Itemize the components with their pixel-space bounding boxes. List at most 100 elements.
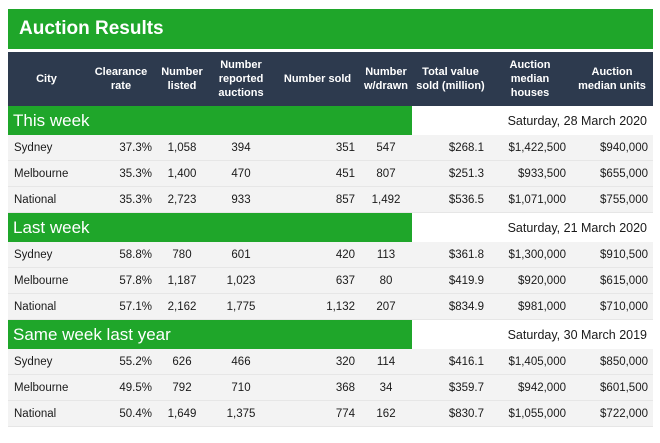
median-houses-cell: $1,071,000 [489,186,571,213]
total-value-cell: $361.8 [412,242,489,268]
reported-auctions-cell: 466 [207,349,275,375]
number-listed-cell: 1,187 [157,267,207,294]
column-header-city: City [8,52,85,106]
column-header-reported-auctions: Number reported auctions [207,52,275,106]
column-header-median-houses: Auction median houses [489,52,571,106]
column-header-median-units: Auction median units [571,52,653,106]
clearance-rate-cell: 50.4% [85,400,157,427]
city-cell: Sydney [8,135,85,161]
city-cell: National [8,186,85,213]
table-row: Melbourne 35.3% 1,400 470 451 807 $251.3 $933,5… [8,160,653,187]
clearance-rate-cell: 37.3% [85,135,157,161]
table-row: National 50.4% 1,649 1,375 774 162 $830.7 $1,05… [8,400,653,427]
median-houses-cell: $1,055,000 [489,400,571,427]
section-header-row: This week Saturday, 28 March 2020 [8,106,653,135]
city-cell: Sydney [8,349,85,375]
total-value-cell: $419.9 [412,267,489,294]
header-row: City Clearance rate Number listed Number… [8,52,653,106]
total-value-cell: $359.7 [412,374,489,401]
table-row: Sydney 37.3% 1,058 394 351 547 $268.1 $1,422,50… [8,135,653,161]
median-units-cell: $755,000 [571,186,653,213]
median-units-cell: $655,000 [571,160,653,187]
city-cell: National [8,400,85,427]
city-cell: National [8,293,85,320]
section-header-row: Same week last year Saturday, 30 March 20… [8,319,653,349]
table-row: Melbourne 57.8% 1,187 1,023 637 80 $419.9 $920,… [8,267,653,294]
table-row: National 35.3% 2,723 933 857 1,492 $536.5 $1,07… [8,186,653,213]
clearance-rate-cell: 57.1% [85,293,157,320]
results-body: This week Saturday, 28 March 2020 Sydney 37… [8,106,653,427]
reported-auctions-cell: 470 [207,160,275,187]
median-units-cell: $615,000 [571,267,653,294]
section-date: Saturday, 21 March 2020 [412,212,653,242]
column-header-clearance-rate: Clearance rate [85,52,157,106]
median-units-cell: $601,500 [571,374,653,401]
clearance-rate-cell: 35.3% [85,186,157,213]
table-row: Sydney 55.2% 626 466 320 114 $416.1 $1,405,000 $… [8,349,653,375]
withdrawn-cell: 114 [360,349,412,375]
total-value-cell: $834.9 [412,293,489,320]
withdrawn-cell: 34 [360,374,412,401]
reported-auctions-cell: 394 [207,135,275,161]
number-listed-cell: 2,162 [157,293,207,320]
auction-results-table: City Clearance rate Number listed Number… [8,52,653,427]
number-sold-cell: 368 [275,374,360,401]
withdrawn-cell: 113 [360,242,412,268]
number-sold-cell: 451 [275,160,360,187]
reported-auctions-cell: 710 [207,374,275,401]
column-header-number-sold: Number sold [275,52,360,106]
median-units-cell: $940,000 [571,135,653,161]
total-value-cell: $830.7 [412,400,489,427]
number-sold-cell: 857 [275,186,360,213]
city-cell: Melbourne [8,160,85,187]
withdrawn-cell: 807 [360,160,412,187]
total-value-cell: $416.1 [412,349,489,375]
table-row: Melbourne 49.5% 792 710 368 34 $359.7 $942,000 $… [8,374,653,401]
median-units-cell: $850,000 [571,349,653,375]
clearance-rate-cell: 35.3% [85,160,157,187]
reported-auctions-cell: 1,023 [207,267,275,294]
column-header-total-value: Total value sold (million) [412,52,489,106]
reported-auctions-cell: 933 [207,186,275,213]
table-row: National 57.1% 2,162 1,775 1,132 207 $834.9 $98… [8,293,653,320]
number-listed-cell: 1,058 [157,135,207,161]
number-sold-cell: 774 [275,400,360,427]
city-cell: Sydney [8,242,85,268]
median-houses-cell: $1,422,500 [489,135,571,161]
number-sold-cell: 637 [275,267,360,294]
number-listed-cell: 792 [157,374,207,401]
reported-auctions-cell: 1,375 [207,400,275,427]
median-units-cell: $722,000 [571,400,653,427]
number-sold-cell: 420 [275,242,360,268]
number-sold-cell: 320 [275,349,360,375]
section-header-row: Last week Saturday, 21 March 2020 [8,212,653,242]
clearance-rate-cell: 55.2% [85,349,157,375]
total-value-cell: $268.1 [412,135,489,161]
clearance-rate-cell: 49.5% [85,374,157,401]
section-label: Last week [8,212,412,242]
withdrawn-cell: 1,492 [360,186,412,213]
section-label: Same week last year [8,319,412,349]
withdrawn-cell: 547 [360,135,412,161]
median-houses-cell: $933,500 [489,160,571,187]
city-cell: Melbourne [8,267,85,294]
number-listed-cell: 1,649 [157,400,207,427]
withdrawn-cell: 207 [360,293,412,320]
number-sold-cell: 1,132 [275,293,360,320]
median-units-cell: $710,000 [571,293,653,320]
median-houses-cell: $1,405,000 [489,349,571,375]
clearance-rate-cell: 57.8% [85,267,157,294]
withdrawn-cell: 162 [360,400,412,427]
number-listed-cell: 2,723 [157,186,207,213]
table-row: Sydney 58.8% 780 601 420 113 $361.8 $1,300,000 $… [8,242,653,268]
median-houses-cell: $1,300,000 [489,242,571,268]
column-header-number-listed: Number listed [157,52,207,106]
page-title: Auction Results [8,9,653,49]
section-label: This week [8,106,412,135]
section-date: Saturday, 28 March 2020 [412,106,653,135]
total-value-cell: $251.3 [412,160,489,187]
median-units-cell: $910,500 [571,242,653,268]
median-houses-cell: $942,000 [489,374,571,401]
withdrawn-cell: 80 [360,267,412,294]
